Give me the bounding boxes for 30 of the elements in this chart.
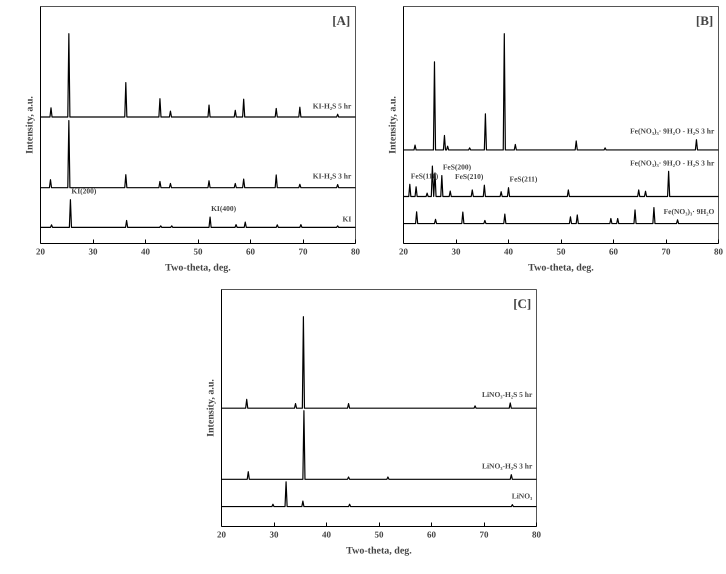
x-tick-label: 40 — [322, 530, 332, 540]
x-axis-title: Two-theta, deg. — [346, 546, 412, 556]
x-tick-label: 80 — [714, 246, 724, 256]
x-tick-label: 50 — [194, 246, 203, 256]
x-tick-label: 20 — [399, 246, 408, 256]
text: [C] — [513, 296, 532, 311]
x-tick-label: 40 — [504, 246, 514, 256]
x-tick-label: 50 — [374, 530, 384, 540]
x-tick-label: 50 — [556, 246, 566, 256]
x-tick-label: 40 — [141, 246, 150, 256]
y-axis-title: Intensity, a.u. — [206, 378, 216, 437]
x-tick-label: 30 — [452, 246, 461, 256]
x-tick-label: 30 — [270, 530, 279, 540]
x-tick-label: 30 — [88, 246, 98, 256]
x-tick-label: 70 — [662, 246, 671, 256]
y-axis-title: Intensity, a.u. — [24, 96, 36, 154]
x-axis-title: Two-theta, deg. — [165, 262, 232, 274]
x-tick-label: 70 — [298, 246, 308, 256]
x-tick-label: 60 — [427, 530, 436, 540]
x-tick-label: 80 — [351, 246, 360, 256]
x-tick-label: 60 — [609, 246, 618, 256]
x-tick-label: 20 — [36, 246, 46, 256]
text: [A] — [332, 12, 350, 28]
x-tick-label: 20 — [217, 530, 226, 540]
x-tick-label: 60 — [246, 246, 256, 256]
text: [B] — [696, 12, 714, 28]
x-tick-label: 80 — [532, 530, 542, 540]
x-tick-label: 70 — [480, 530, 489, 540]
x-axis-title: Two-theta, deg. — [528, 262, 594, 274]
y-axis-title: Intensity, a.u. — [388, 96, 398, 154]
